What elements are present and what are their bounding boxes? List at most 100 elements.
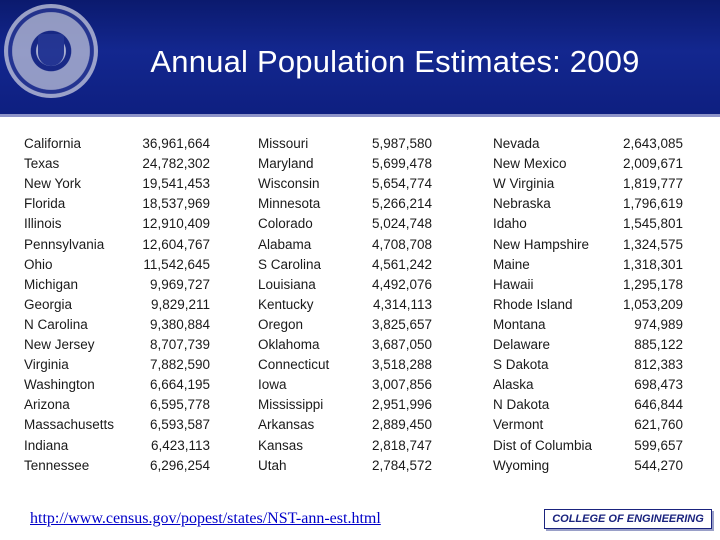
state-name: Montana (493, 316, 546, 332)
state-name: Iowa (258, 377, 287, 393)
state-name: Maryland (258, 156, 314, 172)
population-value: 9,380,884 (149, 316, 210, 332)
population-value: 4,492,076 (371, 276, 432, 292)
population-value: 2,643,085 (622, 136, 683, 151)
state-name: S Carolina (258, 256, 322, 272)
population-value: 621,760 (634, 417, 683, 433)
population-value: 6,595,778 (149, 397, 210, 413)
population-value: 2,818,747 (371, 437, 432, 453)
state-name: Connecticut (258, 357, 330, 373)
population-value: 5,654,774 (371, 176, 432, 192)
state-name: Mississippi (258, 397, 324, 413)
population-value: 9,969,727 (149, 276, 210, 292)
population-value: 646,844 (634, 397, 683, 413)
logo-top-band (544, 500, 712, 508)
population-value: 3,518,288 (371, 357, 432, 373)
state-name: Washington (24, 377, 95, 393)
population-value: 3,687,050 (371, 337, 432, 352)
state-name: Virginia (24, 357, 69, 373)
state-name: Hawaii (493, 276, 534, 292)
state-name: Texas (24, 156, 60, 172)
population-value: 24,782,302 (142, 156, 210, 172)
population-value: 6,296,254 (149, 457, 210, 473)
state-name: Alabama (258, 236, 312, 252)
population-value: 12,604,767 (142, 236, 210, 252)
population-value: 4,561,242 (371, 256, 432, 272)
population-value: 5,024,748 (371, 216, 432, 232)
page-title: Annual Population Estimates: 2009 (150, 44, 640, 79)
state-name: Massachusetts (24, 417, 115, 433)
state-name: Indiana (24, 437, 69, 453)
population-value: 885,122 (634, 337, 683, 352)
population-value: 544,270 (634, 457, 683, 473)
population-value: 3,007,856 (371, 377, 432, 393)
population-value: 1,819,777 (622, 176, 683, 192)
population-value: 9,829,211 (150, 296, 210, 312)
population-value: 6,593,587 (149, 417, 210, 433)
population-value: 5,699,478 (371, 156, 432, 172)
state-name: Kansas (258, 437, 304, 453)
state-name: Alaska (493, 377, 534, 393)
state-name: Utah (258, 457, 287, 473)
population-value: 5,987,580 (371, 136, 432, 151)
population-value: 36,961,664 (142, 136, 210, 151)
state-name: Tennessee (24, 457, 90, 473)
state-name: Ohio (24, 256, 53, 272)
title-banner: Annual Population Estimates: 2009 (0, 0, 720, 114)
source-link[interactable]: http://www.census.gov/popest/states/NST-… (30, 510, 381, 527)
state-name: Rhode Island (493, 296, 573, 312)
state-name: Kentucky (258, 296, 314, 312)
population-value: 19,541,453 (142, 176, 210, 192)
state-name: New Hampshire (493, 236, 590, 252)
state-name: S Dakota (493, 357, 549, 373)
state-name: Maine (493, 256, 530, 272)
state-name: Oklahoma (258, 337, 320, 352)
state-name: W Virginia (493, 176, 555, 192)
population-value: 698,473 (634, 377, 683, 393)
banner-divider (0, 114, 720, 117)
population-value: 12,910,409 (142, 216, 210, 232)
population-value: 7,882,590 (149, 357, 210, 373)
university-seal-icon (4, 4, 98, 98)
population-value: 2,951,996 (371, 397, 432, 413)
population-value: 1,053,209 (622, 296, 683, 312)
state-name: Dist of Columbia (493, 437, 593, 453)
college-logo: COLLEGE OF ENGINEERING (544, 500, 712, 530)
population-value: 2,784,572 (371, 457, 432, 473)
state-name: Vermont (493, 417, 544, 433)
population-value: 1,545,801 (622, 216, 683, 232)
college-logo-text: COLLEGE OF ENGINEERING (544, 509, 712, 529)
state-name: California (24, 136, 82, 151)
state-name: Delaware (493, 337, 551, 352)
population-value: 11,542,645 (143, 256, 210, 272)
population-value: 2,009,671 (622, 156, 683, 172)
state-name: Oregon (258, 316, 304, 332)
state-name: Pennsylvania (24, 236, 105, 252)
state-name: Missouri (258, 136, 309, 151)
state-name: Wisconsin (258, 176, 320, 192)
state-name: New York (24, 176, 82, 192)
population-value: 3,825,657 (371, 316, 432, 332)
state-name: Michigan (24, 276, 79, 292)
state-name: Colorado (258, 216, 313, 232)
population-value: 1,318,301 (622, 256, 683, 272)
population-value: 599,657 (634, 437, 683, 453)
state-name: Louisiana (258, 276, 316, 292)
population-value: 1,295,178 (622, 276, 683, 292)
state-name: N Dakota (493, 397, 550, 413)
population-value: 974,989 (634, 316, 683, 332)
population-value: 812,383 (634, 357, 683, 373)
population-value: 6,423,113 (150, 437, 210, 453)
state-name: Illinois (24, 216, 62, 232)
population-value: 4,314,113 (372, 296, 432, 312)
population-value: 1,324,575 (622, 236, 683, 252)
state-name: Florida (24, 196, 66, 212)
population-value: 18,537,969 (142, 196, 210, 212)
state-name: Nevada (493, 136, 540, 151)
state-name: Nebraska (493, 196, 551, 212)
population-value: 6,664,195 (149, 377, 210, 393)
population-value: 8,707,739 (149, 337, 210, 352)
seal-shield-icon (38, 34, 64, 66)
state-name: New Jersey (24, 337, 95, 352)
population-value: 1,796,619 (622, 196, 683, 212)
